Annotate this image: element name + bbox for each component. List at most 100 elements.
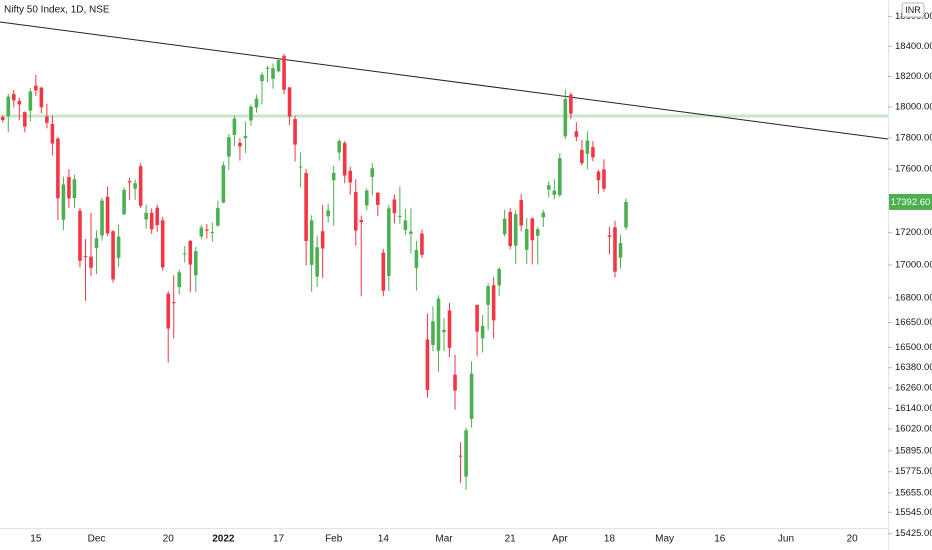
- candle-body: [199, 227, 204, 237]
- candle-body: [78, 210, 82, 261]
- candle-body: [513, 214, 518, 246]
- candle-body: [425, 339, 430, 391]
- candle-body: [315, 247, 319, 277]
- x-tick-label: 20: [163, 534, 175, 545]
- candle-body: [535, 229, 540, 236]
- candle-body: [238, 142, 242, 147]
- candle-body: [304, 173, 308, 241]
- x-tick-label: Apr: [552, 534, 568, 545]
- candle-body: [194, 251, 198, 276]
- candle-body: [381, 252, 386, 291]
- candle-body: [160, 220, 165, 268]
- candle-body: [138, 166, 143, 206]
- candle-body: [469, 373, 474, 419]
- candle-body: [585, 140, 590, 154]
- candles: [0, 53, 628, 490]
- time-axis: [0, 528, 888, 550]
- candle-body: [480, 325, 485, 339]
- candle-body: [72, 179, 77, 199]
- x-tick-label: May: [655, 534, 674, 545]
- candle-body: [166, 293, 171, 329]
- candle-body: [530, 218, 535, 241]
- candle-body: [56, 138, 60, 199]
- y-tick-label: 16140.00: [895, 403, 932, 414]
- x-tick-label: 14: [378, 534, 390, 545]
- candle-body: [276, 60, 281, 72]
- x-tick-label: 17: [273, 534, 285, 545]
- currency: INR: [905, 5, 921, 15]
- candle-body: [210, 232, 215, 234]
- last-price-box: [889, 193, 932, 210]
- x-tick-label: 16: [714, 534, 726, 545]
- last-price-label: 17392.60: [891, 197, 931, 208]
- candle-body: [260, 74, 264, 82]
- candle-body: [546, 185, 551, 190]
- y-tick-label: 15895.00: [895, 445, 932, 456]
- currency-box: [901, 2, 925, 18]
- candle-body: [420, 233, 424, 255]
- candle-body: [541, 212, 546, 218]
- y-tick-label: 15655.00: [895, 487, 932, 498]
- candle-body: [50, 124, 55, 144]
- candle-body: [491, 285, 496, 321]
- candle-body: [61, 184, 66, 220]
- candle-body: [436, 298, 441, 351]
- candle-body: [34, 85, 38, 91]
- candle-body: [453, 374, 457, 391]
- candle-body: [519, 199, 524, 226]
- candle-body: [309, 220, 314, 265]
- candle-body: [105, 196, 110, 234]
- candle-body: [265, 67, 270, 69]
- candle-body: [502, 218, 507, 235]
- candle-body: [0, 117, 5, 120]
- y-tick-label: 17600.00: [895, 164, 932, 175]
- candle-body: [155, 207, 159, 226]
- candle-body: [111, 231, 115, 280]
- candle-body: [177, 272, 182, 288]
- candle-body: [353, 191, 358, 231]
- candle-body: [89, 256, 93, 268]
- candle-body: [249, 106, 253, 121]
- candle-body: [83, 256, 88, 258]
- candle-body: [497, 269, 501, 286]
- candle-body: [602, 169, 606, 189]
- candle-body: [486, 286, 490, 305]
- candle-body: [376, 192, 380, 205]
- candle-body: [342, 143, 347, 176]
- candle-body: [414, 250, 419, 268]
- candle-body: [45, 116, 49, 123]
- candle-body: [624, 201, 628, 228]
- candle-body: [144, 212, 148, 220]
- candle-body: [28, 91, 33, 111]
- candle-body: [613, 227, 617, 272]
- x-tick-label: Jun: [778, 534, 794, 545]
- chart-title: Nifty 50 Index, 1D, NSE: [4, 5, 110, 16]
- candle-body: [403, 220, 408, 230]
- x-tick-label: Feb: [325, 534, 343, 545]
- candle-body: [6, 96, 11, 117]
- candle-body: [243, 136, 248, 139]
- candle-body: [475, 304, 479, 332]
- candle-body: [216, 208, 220, 226]
- y-tick-label: 17000.00: [895, 260, 932, 271]
- candle-body: [580, 149, 584, 164]
- candle-body: [607, 235, 612, 237]
- candle-body: [17, 100, 22, 105]
- candle-body: [94, 238, 99, 249]
- candle-body: [320, 231, 325, 249]
- candle-body: [569, 94, 573, 114]
- y-tick-label: 15545.00: [895, 507, 932, 518]
- y-tick-label: 16380.00: [895, 362, 932, 373]
- y-tick-label: 16500.00: [895, 342, 932, 353]
- candle-body: [254, 98, 259, 108]
- candle-body: [596, 171, 601, 181]
- candle-body: [364, 190, 369, 206]
- candle-body: [287, 87, 292, 117]
- candle-body: [100, 200, 104, 236]
- y-tick-label: 18000.00: [895, 102, 932, 113]
- candle-body: [337, 141, 342, 153]
- candle-body: [558, 158, 562, 196]
- y-tick-label: 17200.00: [895, 227, 932, 238]
- candle-body: [205, 229, 209, 231]
